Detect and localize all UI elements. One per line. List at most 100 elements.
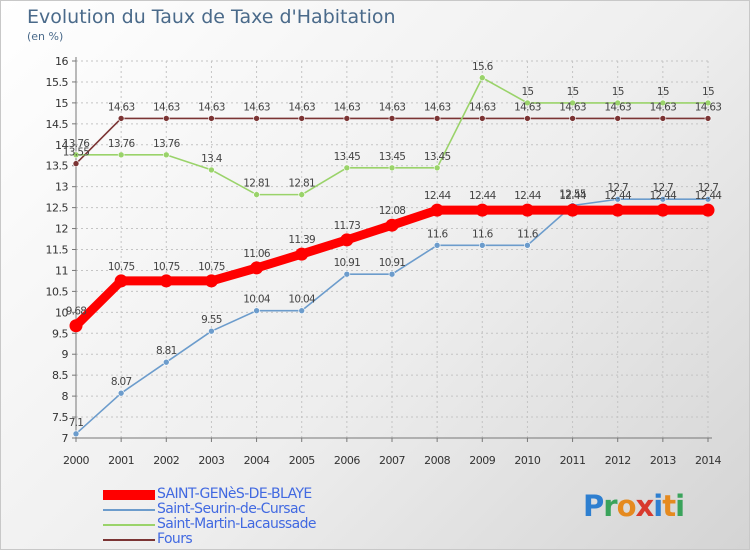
data-point xyxy=(475,203,489,217)
data-label: 8.81 xyxy=(156,345,177,357)
data-label: 7.1 xyxy=(69,417,84,429)
data-label: 15 xyxy=(702,86,714,98)
legend-swatch xyxy=(103,490,155,500)
data-label: 13.45 xyxy=(334,151,361,163)
x-tick-label: 2008 xyxy=(424,454,450,467)
y-tick-label: 15 xyxy=(55,97,68,110)
brand-letter: P xyxy=(583,489,604,523)
data-label: 14.63 xyxy=(695,101,722,113)
x-tick-label: 2013 xyxy=(650,454,676,467)
data-label: 12.44 xyxy=(604,190,632,202)
data-label: 11.6 xyxy=(427,228,449,240)
data-label: 13.45 xyxy=(379,151,406,163)
x-tick-label: 2007 xyxy=(379,454,405,467)
data-point xyxy=(159,274,173,288)
data-label: 12.81 xyxy=(243,178,270,190)
data-label: 13.4 xyxy=(201,153,223,165)
data-point xyxy=(566,203,580,217)
data-label: 11.6 xyxy=(517,228,539,240)
brand-letter: i xyxy=(675,489,685,523)
data-point xyxy=(298,191,306,198)
x-tick-label: 2002 xyxy=(153,454,179,467)
data-label: 14.63 xyxy=(108,101,135,113)
data-point xyxy=(204,274,218,288)
data-point xyxy=(162,151,170,159)
y-tick-label: 9 xyxy=(62,348,69,361)
data-point xyxy=(117,151,125,159)
data-point xyxy=(524,99,531,107)
data-label: 11.6 xyxy=(472,228,494,240)
data-point xyxy=(295,247,309,261)
data-label: 10.04 xyxy=(243,294,271,306)
data-point xyxy=(162,115,170,122)
data-point xyxy=(388,270,396,278)
data-label: 13.76 xyxy=(63,138,91,150)
data-point xyxy=(69,319,83,333)
data-point xyxy=(433,115,441,122)
data-label: 12.81 xyxy=(288,178,315,190)
data-point xyxy=(478,74,486,82)
data-point xyxy=(611,203,625,217)
data-point xyxy=(656,203,670,217)
data-label: 10.75 xyxy=(108,261,135,273)
data-point xyxy=(208,166,215,174)
data-label: 13.45 xyxy=(424,151,451,163)
data-point xyxy=(569,115,576,122)
data-label: 12.44 xyxy=(650,190,678,202)
legend-label: Saint-Martin-Lacaussade xyxy=(157,516,316,532)
y-unit-label: (en %) xyxy=(27,30,64,43)
data-point xyxy=(208,327,215,335)
brand-letter: x xyxy=(635,489,655,523)
x-tick-label: 2005 xyxy=(289,454,315,467)
y-tick-label: 8 xyxy=(62,390,69,403)
data-point xyxy=(253,191,260,198)
legend-label: Saint-Seurin-de-Cursac xyxy=(157,501,306,517)
data-point xyxy=(704,99,712,107)
brand-letter: o xyxy=(616,489,637,523)
data-label: 14.63 xyxy=(288,101,315,113)
data-label: 12.7 xyxy=(698,182,719,194)
data-point xyxy=(114,274,128,288)
data-point xyxy=(614,195,622,203)
data-point xyxy=(478,242,486,249)
data-point xyxy=(569,99,576,107)
y-tick-label: 16 xyxy=(55,55,68,68)
data-point xyxy=(524,115,531,122)
brand-letter: i xyxy=(653,489,663,523)
data-label: 12.7 xyxy=(653,182,674,194)
data-point xyxy=(520,203,534,217)
data-label: 9.55 xyxy=(201,314,222,326)
x-tick-label: 2014 xyxy=(695,454,721,467)
data-point xyxy=(208,115,215,122)
data-point xyxy=(72,160,80,167)
y-tick-label: 12.5 xyxy=(46,202,69,215)
x-tick-label: 2011 xyxy=(560,454,586,467)
brand-letter: t xyxy=(662,489,676,523)
brand-letter: r xyxy=(603,489,617,523)
data-label: 8.07 xyxy=(111,376,132,388)
y-tick-label: 8.5 xyxy=(52,369,68,382)
x-tick-label: 2003 xyxy=(198,454,224,467)
data-label: 14.63 xyxy=(379,101,406,113)
data-label: 14.63 xyxy=(243,101,270,113)
y-tick-label: 12 xyxy=(55,223,68,236)
data-point xyxy=(659,99,667,107)
data-point xyxy=(659,115,667,122)
data-point xyxy=(433,164,441,172)
data-point xyxy=(343,115,351,122)
data-label: 10.91 xyxy=(334,257,361,269)
data-label: 14.63 xyxy=(650,101,677,113)
data-label: 14.63 xyxy=(424,101,451,113)
series-1 xyxy=(72,195,712,438)
data-point xyxy=(298,307,306,314)
data-point xyxy=(343,164,351,172)
data-label: 15 xyxy=(567,86,579,98)
data-label: 12.44 xyxy=(514,190,542,202)
y-tick-label: 11.5 xyxy=(46,244,69,257)
data-label: 14.63 xyxy=(153,101,180,113)
data-point xyxy=(385,218,399,232)
legend-swatch xyxy=(103,524,155,526)
data-point xyxy=(614,115,622,122)
data-labels: 13.55 14.63 14.63 14.63 14.63 14.63 14.63 14.63… xyxy=(63,61,723,429)
data-point xyxy=(340,233,354,247)
